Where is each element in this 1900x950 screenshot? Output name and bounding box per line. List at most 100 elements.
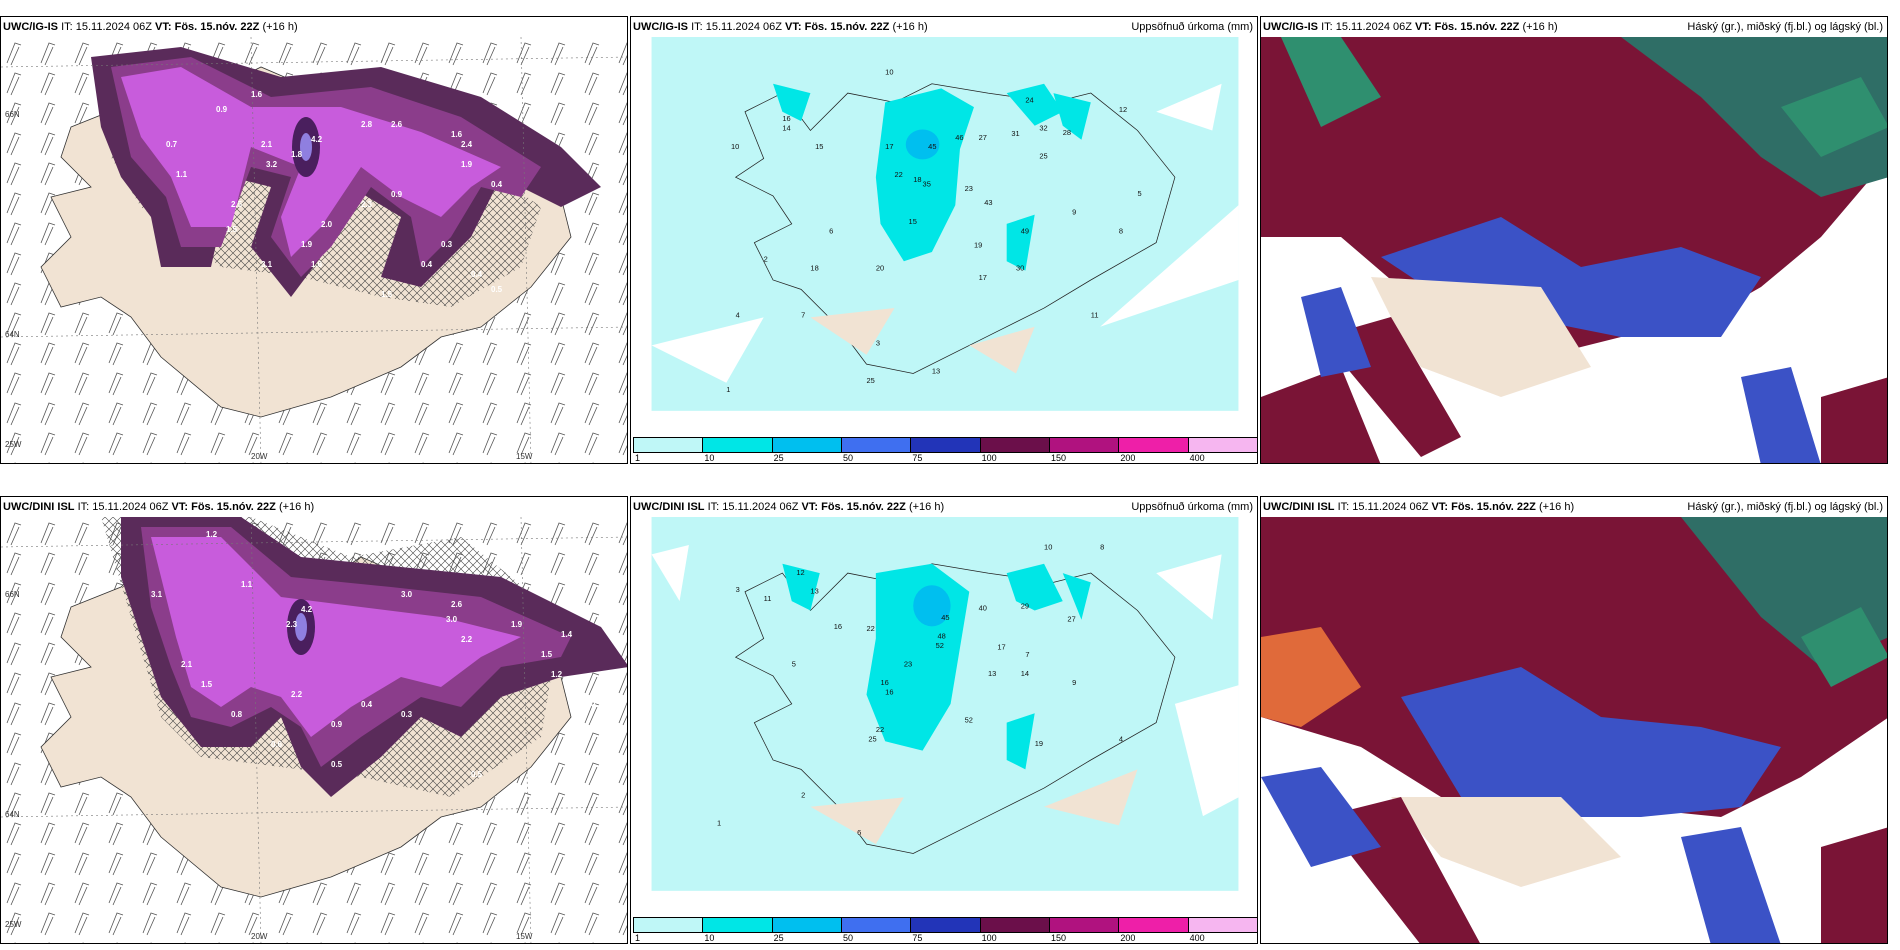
map-value-label: 43: [984, 198, 992, 207]
colorbar-swatch: [1118, 437, 1189, 453]
colorbar-tick-label: 1: [635, 453, 641, 463]
map-value-label: 31: [1011, 129, 1019, 138]
dry-land: [810, 308, 1035, 374]
high-cloud-south: [1321, 797, 1887, 943]
valid-label: VT:: [1415, 21, 1432, 33]
colorbar-swatch: [1049, 917, 1120, 933]
snow-bright-band: [151, 537, 521, 737]
colorbar-tick-label: 400: [1189, 453, 1205, 463]
init-time: IT: 15.11.2024 06Z: [1321, 21, 1412, 33]
snow-map: 66N 64N 20W 15W 25W 1.6 0.9 2.1 3.2 4.2 1.8 2.…: [1, 37, 627, 463]
map-value-label: 40: [979, 603, 987, 612]
init-time: IT: 15.11.2024 06Z: [1337, 501, 1429, 513]
map-value-label: 1.4: [561, 630, 573, 639]
clear-land: [1371, 277, 1591, 397]
model-name: UWC/DINI ISL: [1263, 501, 1335, 513]
map-value-label: 13: [810, 587, 818, 596]
colorbar-tick-label: 150: [1051, 453, 1067, 463]
map-value-label: 25: [868, 734, 876, 743]
colorbar-tick-label: 75: [912, 453, 923, 463]
lon-label-20w: 20W: [251, 452, 268, 461]
map-value-label: 7: [801, 310, 805, 319]
panel-ig-is-snow: UWC/IG-IS IT: 15.11.2024 06Z VT: Fös. 15…: [0, 16, 628, 464]
map-value-label: 35: [923, 180, 931, 189]
colorbar-swatch: [1049, 437, 1120, 453]
snow-value-labels: 1.60.92.13.24.21.82.8 2.61.62.41.90.42.51…: [166, 90, 543, 299]
map-value-label: 3.1: [151, 590, 163, 599]
map-value-label: 0.4: [471, 270, 483, 279]
colorbar-swatch: [841, 437, 912, 453]
colorbar-tick-label: 50: [843, 453, 854, 463]
colorbar-tick-label: 10: [704, 453, 715, 463]
no-precip-areas: [651, 545, 1239, 817]
colorbar-swatch: [702, 437, 773, 453]
lat-label-66: 66N: [5, 590, 20, 599]
colorbar-tick-label: 400: [1189, 933, 1205, 943]
colorbar-swatch: [979, 917, 1050, 933]
map-value-label: 11: [1091, 310, 1099, 319]
map-value-label: 52: [965, 716, 973, 725]
lead-time: (+16 h): [1522, 21, 1558, 33]
valid-time: Fös. 15.nóv. 22Z: [804, 21, 890, 33]
lon-label-25w: 25W: [5, 440, 22, 449]
valid-label: VT:: [801, 501, 819, 513]
map-value-label: 14: [782, 123, 790, 132]
mid-cloud: [1381, 217, 1761, 337]
map-value-label: 46: [955, 133, 963, 142]
valid-time: Fös. 15.nóv. 22Z: [821, 501, 906, 513]
map-value-label: 12: [1119, 105, 1127, 114]
map-value-label: 0.8: [231, 710, 243, 719]
map-value-label: 2.1: [261, 140, 273, 149]
map-value-label: 0.9: [391, 190, 403, 199]
map-value-label: 1.2: [206, 530, 218, 539]
mid-cloud: [1401, 667, 1781, 817]
map-value-label: 45: [928, 142, 936, 151]
precip-cyan-core: [875, 88, 974, 262]
no-precip-areas: [651, 83, 1239, 383]
map-value-label: 13: [988, 669, 996, 678]
valid-time: Fös. 15.nóv. 22Z: [1434, 21, 1520, 33]
map-value-label: 7: [1025, 650, 1029, 659]
map-value-label: 17: [979, 273, 987, 282]
map-value-label: 52: [936, 641, 944, 650]
map-value-label: 2.5: [231, 200, 243, 209]
map-value-label: 1.1: [176, 170, 188, 179]
map-value-label: 0.5: [471, 770, 483, 779]
panel-header: UWC/DINI ISL IT: 15.11.2024 06Z VT: Fös.…: [1263, 499, 1885, 515]
colorbar-tick-label: 75: [912, 933, 923, 943]
map-value-label: 1.1: [241, 580, 253, 589]
init-time: IT: 15.11.2024 06Z: [707, 501, 799, 513]
map-value-label: 45: [941, 613, 949, 622]
high-cloud-thin: [1261, 627, 1361, 727]
map-value-label: 1.6: [451, 130, 463, 139]
map-value-label: 4: [736, 310, 740, 319]
colorbar-tick-label: 150: [1051, 933, 1067, 943]
mid-cloud-south: [1301, 287, 1821, 463]
map-value-label: 1.9: [461, 160, 473, 169]
map-value-label: 30: [1016, 264, 1024, 273]
map-value-label: 2.8: [361, 120, 373, 129]
colorbar-tick-label: 1: [635, 933, 641, 943]
map-value-label: 22: [866, 624, 874, 633]
map-value-label: 13: [932, 366, 940, 375]
model-name: UWC/IG-IS: [633, 21, 688, 33]
init-time: IT: 15.11.2024 06Z: [691, 21, 782, 33]
map-value-label: 1.8: [291, 150, 303, 159]
valid-label: VT:: [785, 21, 802, 33]
map-value-label: 0.5: [331, 760, 343, 769]
cloud-map: [1261, 37, 1887, 463]
map-value-label: 2.3: [361, 200, 373, 209]
colorbar-swatch: [1187, 917, 1257, 933]
map-value-label: 0.7: [166, 140, 178, 149]
colorbar-tick-label: 25: [773, 933, 784, 943]
low-cloud: [1801, 607, 1887, 687]
map-value-label: 2.2: [461, 635, 473, 644]
map-value-label: 1.5: [381, 290, 393, 299]
low-cloud: [1281, 37, 1887, 157]
map-value-label: 1.9: [511, 620, 523, 629]
map-value-label: 2.1: [181, 660, 193, 669]
map-value-label: 17: [997, 643, 1005, 652]
map-value-label: 0.3: [401, 710, 413, 719]
